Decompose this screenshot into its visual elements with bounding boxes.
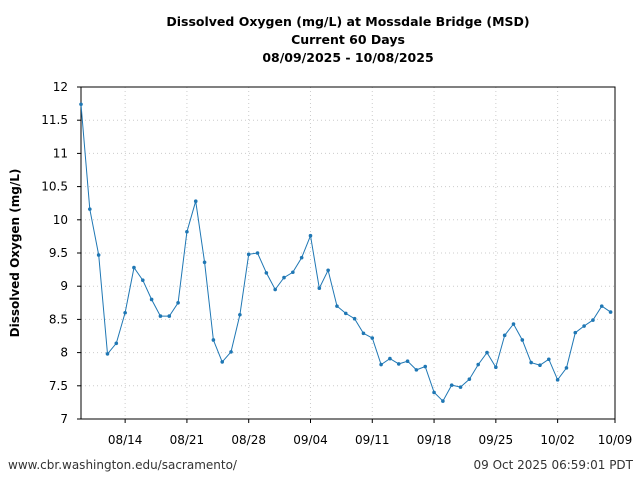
data-point	[282, 275, 286, 280]
data-point	[432, 390, 436, 395]
y-tick-label: 10.5	[41, 180, 68, 194]
x-tick-label: 09/04	[293, 433, 328, 447]
data-point	[529, 360, 533, 365]
x-tick-label: 09/18	[417, 433, 452, 447]
source-url: www.cbr.washington.edu/sacramento/	[8, 458, 237, 472]
data-point	[449, 383, 454, 387]
data-point	[467, 377, 472, 381]
data-point	[185, 229, 189, 234]
data-point	[105, 352, 110, 356]
data-point	[441, 399, 445, 403]
y-tick-label: 11.5	[41, 113, 68, 127]
data-point	[414, 368, 419, 372]
chart-title-line-2: Current 60 Days	[291, 32, 405, 47]
data-point	[308, 233, 313, 238]
x-tick-label: 10/02	[540, 433, 575, 447]
data-point	[396, 362, 401, 366]
x-tick-label: 08/14	[108, 433, 143, 447]
data-point	[538, 363, 542, 368]
data-point	[494, 365, 498, 370]
x-tick-label: 08/28	[231, 433, 266, 447]
chart-title-line-1: Dissolved Oxygen (mg/L) at Mossdale Brid…	[166, 14, 530, 29]
data-point	[379, 362, 383, 367]
data-point	[291, 270, 295, 275]
data-point	[255, 251, 260, 255]
data-point	[167, 314, 172, 318]
data-point	[158, 314, 163, 318]
data-point	[176, 301, 180, 305]
data-point	[326, 268, 330, 273]
data-point	[149, 297, 154, 302]
plot-area-frame	[80, 86, 616, 420]
data-point	[123, 310, 127, 315]
y-tick-label: 9	[60, 279, 68, 293]
x-tick-label: 08/21	[170, 433, 205, 447]
data-point	[220, 360, 225, 364]
data-point	[423, 364, 428, 369]
data-point	[405, 359, 410, 364]
data-point	[193, 199, 198, 204]
data-point	[132, 265, 136, 270]
data-point	[79, 102, 83, 107]
data-point	[114, 341, 119, 346]
y-axis-label: Dissolved Oxygen (mg/L)	[8, 169, 22, 338]
y-tick-label: 7	[60, 412, 68, 426]
data-point	[608, 310, 613, 314]
data-point	[246, 252, 251, 257]
data-point	[573, 330, 578, 335]
y-tick-label: 8	[60, 346, 68, 360]
data-point	[564, 366, 569, 370]
y-tick-label: 12	[53, 80, 68, 94]
chart-title-line-3: 08/09/2025 - 10/08/2025	[262, 50, 434, 65]
data-point	[511, 322, 516, 326]
data-point	[591, 318, 595, 322]
x-tick-label: 09/25	[479, 433, 514, 447]
data-point	[388, 356, 392, 361]
data-point	[485, 350, 489, 355]
data-point	[361, 331, 366, 336]
data-point	[88, 207, 92, 211]
data-point	[273, 287, 277, 292]
y-tick-label: 9.5	[49, 246, 68, 260]
data-point	[202, 260, 207, 265]
y-tick-label: 10	[53, 213, 68, 227]
data-point	[229, 350, 233, 354]
data-point	[520, 338, 525, 342]
data-point	[343, 311, 348, 316]
data-point	[96, 253, 101, 257]
data-point	[599, 304, 604, 308]
data-point	[352, 316, 357, 321]
chart-title: Dissolved Oxygen (mg/L) at Mossdale Brid…	[0, 13, 640, 67]
data-point	[555, 378, 560, 382]
data-point	[502, 333, 507, 338]
y-tick-label: 7.5	[49, 379, 68, 393]
data-point	[476, 362, 480, 367]
data-point	[335, 304, 339, 308]
data-point	[317, 286, 322, 290]
y-tick-label: 11	[53, 146, 68, 160]
data-point	[264, 271, 269, 275]
data-point	[547, 357, 551, 362]
data-point	[238, 312, 242, 317]
data-point	[458, 385, 463, 389]
y-tick-label: 8.5	[49, 312, 68, 326]
data-point	[370, 336, 375, 340]
data-point	[582, 324, 586, 328]
data-point	[140, 278, 145, 283]
data-point	[211, 338, 216, 342]
data-point	[299, 255, 304, 260]
generated-timestamp: 09 Oct 2025 06:59:01 PDT	[473, 458, 633, 472]
x-tick-label: 09/11	[355, 433, 390, 447]
x-tick-label: 10/09	[598, 433, 633, 447]
